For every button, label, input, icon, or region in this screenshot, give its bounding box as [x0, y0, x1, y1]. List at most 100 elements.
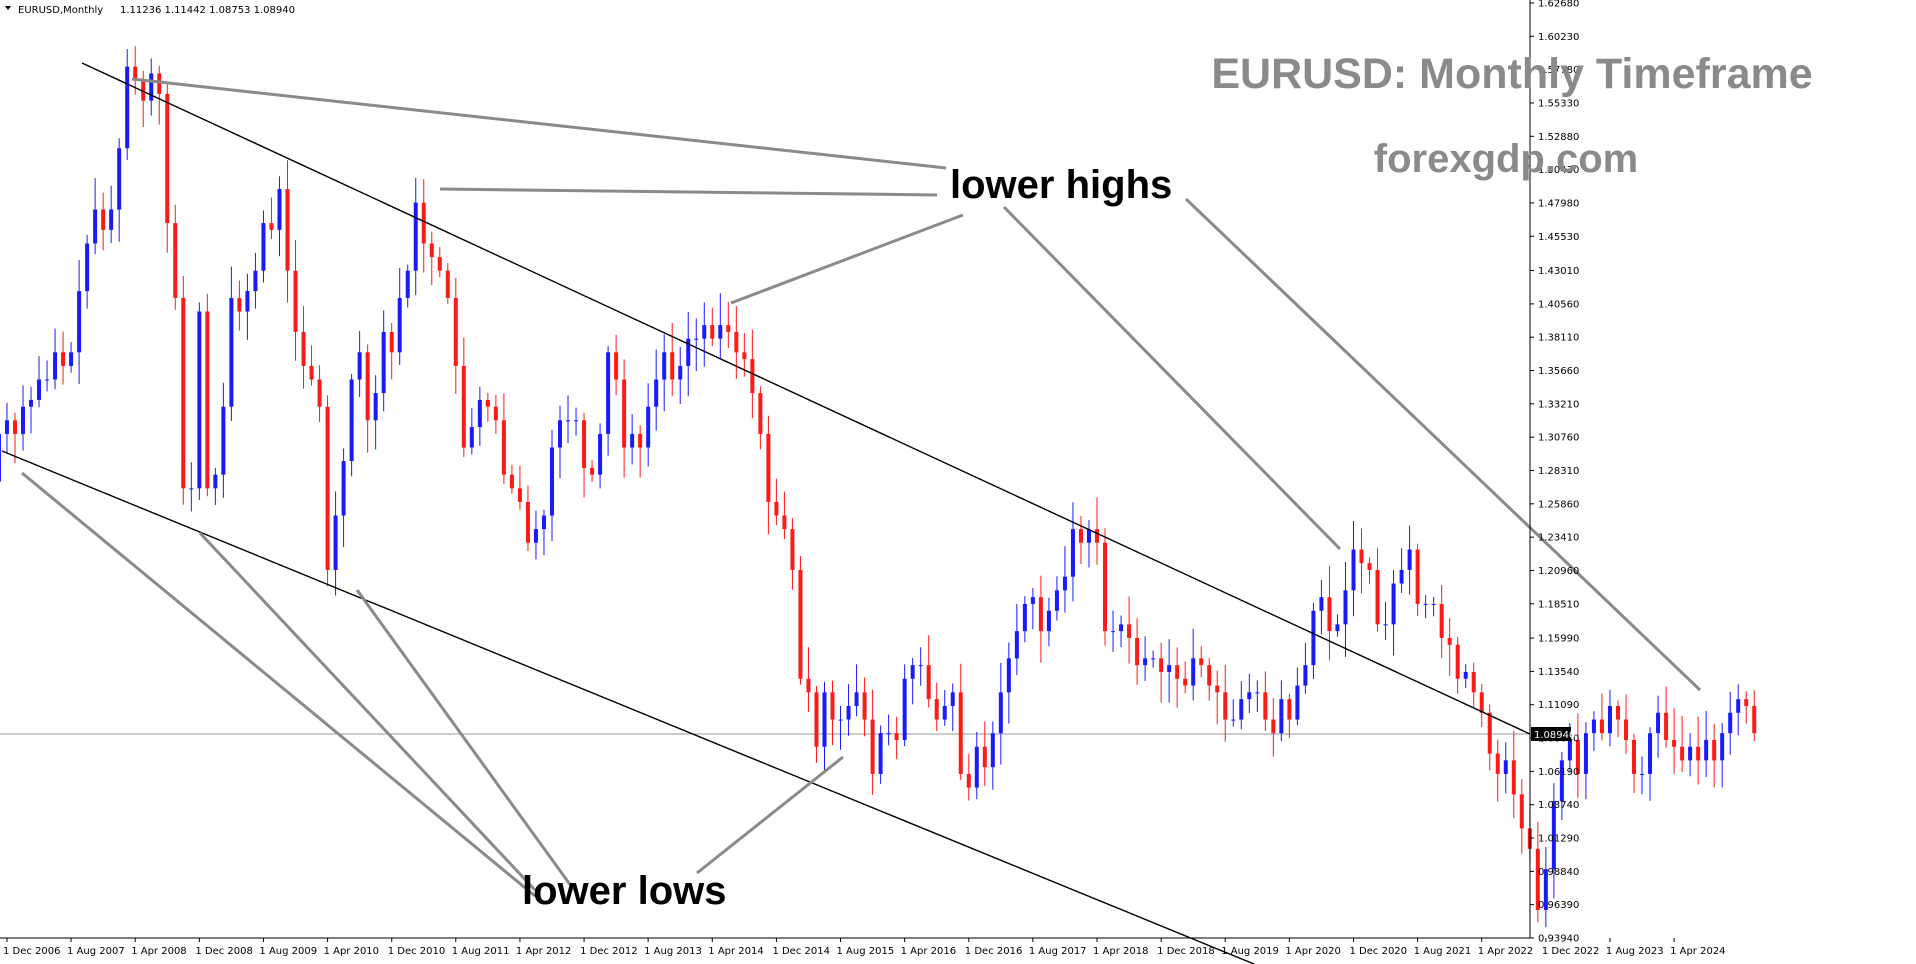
candle-bearish[interactable]	[1712, 739, 1717, 761]
candle-bearish[interactable]	[461, 365, 466, 448]
candle-bearish[interactable]	[165, 93, 170, 224]
candle-bearish[interactable]	[798, 569, 803, 679]
candle-bullish[interactable]	[1046, 610, 1051, 632]
candle-bullish[interactable]	[1151, 658, 1156, 660]
candle-bullish[interactable]	[1143, 658, 1148, 666]
candle-bullish[interactable]	[1607, 705, 1612, 734]
candle-bearish[interactable]	[365, 352, 370, 421]
candle-bullish[interactable]	[1311, 610, 1316, 666]
candle-bearish[interactable]	[622, 379, 627, 448]
candle-bullish[interactable]	[1351, 549, 1356, 591]
candle-bullish[interactable]	[1567, 739, 1572, 761]
candle-bearish[interactable]	[758, 393, 763, 434]
candle-bearish[interactable]	[1263, 692, 1268, 720]
candle-bullish[interactable]	[1736, 699, 1741, 713]
candle-bullish[interactable]	[1231, 719, 1236, 721]
upper-trendline[interactable]	[81, 62, 1531, 735]
candle-bearish[interactable]	[614, 352, 619, 380]
candle-bearish[interactable]	[590, 467, 595, 475]
candle-bullish[interactable]	[0, 433, 1, 482]
candle-bearish[interactable]	[309, 365, 314, 380]
candle-bearish[interactable]	[269, 223, 274, 230]
candle-bearish[interactable]	[1519, 794, 1524, 829]
candle-bearish[interactable]	[1078, 529, 1083, 543]
candle-bullish[interactable]	[469, 427, 474, 448]
candle-bearish[interactable]	[1175, 665, 1180, 679]
candle-bullish[interactable]	[1656, 712, 1661, 734]
candle-bullish[interactable]	[45, 379, 50, 381]
candle-bullish[interactable]	[333, 515, 338, 570]
candle-bearish[interactable]	[958, 692, 963, 774]
candle-bearish[interactable]	[1495, 753, 1500, 774]
candle-bearish[interactable]	[1223, 692, 1228, 720]
candle-bearish[interactable]	[509, 474, 514, 489]
candle-bearish[interactable]	[1375, 569, 1380, 625]
candle-bearish[interactable]	[1672, 739, 1677, 747]
candle-bearish[interactable]	[966, 773, 971, 788]
candle-bullish[interactable]	[678, 365, 683, 380]
candle-bearish[interactable]	[1471, 671, 1476, 693]
candle-bullish[interactable]	[1583, 733, 1588, 774]
candle-bullish[interactable]	[1255, 692, 1260, 694]
candle-bullish[interactable]	[541, 515, 546, 530]
candle-bearish[interactable]	[894, 733, 899, 740]
candle-bullish[interactable]	[838, 719, 843, 721]
candle-bullish[interactable]	[1720, 733, 1725, 761]
candle-bearish[interactable]	[61, 352, 66, 366]
candle-bullish[interactable]	[1391, 583, 1396, 625]
candle-bullish[interactable]	[1591, 719, 1596, 734]
candle-bearish[interactable]	[429, 243, 434, 258]
candle-bullish[interactable]	[221, 406, 226, 475]
candle-bullish[interactable]	[886, 733, 891, 735]
dropdown-triangle-icon[interactable]	[5, 6, 11, 10]
candle-bullish[interactable]	[1062, 576, 1067, 591]
candle-bullish[interactable]	[1551, 801, 1556, 870]
candle-bullish[interactable]	[405, 270, 410, 298]
candle-bearish[interactable]	[1487, 712, 1492, 754]
candle-bullish[interactable]	[381, 331, 386, 394]
candle-bearish[interactable]	[774, 501, 779, 516]
candle-bullish[interactable]	[598, 433, 603, 475]
candle-bullish[interactable]	[654, 379, 659, 407]
candle-bullish[interactable]	[1335, 624, 1340, 632]
candle-bearish[interactable]	[734, 331, 739, 353]
candle-bullish[interactable]	[918, 665, 923, 667]
candle-bearish[interactable]	[670, 352, 675, 380]
candle-bearish[interactable]	[437, 257, 442, 271]
candle-bullish[interactable]	[1022, 603, 1027, 632]
candle-bullish[interactable]	[197, 311, 202, 489]
candle-bullish[interactable]	[125, 66, 130, 149]
candle-bearish[interactable]	[325, 406, 330, 570]
candle-bearish[interactable]	[926, 665, 931, 700]
candle-bullish[interactable]	[1295, 685, 1300, 720]
candle-bullish[interactable]	[1054, 590, 1059, 611]
candle-bearish[interactable]	[317, 379, 322, 407]
candle-bearish[interactable]	[830, 692, 835, 720]
candle-bullish[interactable]	[1070, 529, 1075, 577]
candle-bearish[interactable]	[301, 331, 306, 366]
candle-bearish[interactable]	[1159, 658, 1164, 672]
candle-bullish[interactable]	[646, 406, 651, 448]
candle-bullish[interactable]	[85, 243, 90, 292]
candle-bullish[interactable]	[1279, 699, 1284, 734]
candle-bullish[interactable]	[942, 705, 947, 720]
candle-bearish[interactable]	[485, 399, 490, 407]
candle-bullish[interactable]	[117, 148, 122, 210]
candle-bearish[interactable]	[1127, 624, 1132, 638]
candle-bearish[interactable]	[806, 678, 811, 693]
candle-bullish[interactable]	[1247, 692, 1252, 700]
candle-bullish[interactable]	[902, 678, 907, 740]
candle-bullish[interactable]	[558, 420, 563, 448]
candle-bullish[interactable]	[686, 338, 691, 366]
candle-bullish[interactable]	[1030, 597, 1035, 604]
candle-bearish[interactable]	[1359, 549, 1364, 564]
candle-bearish[interactable]	[293, 270, 298, 332]
candle-bullish[interactable]	[109, 209, 114, 230]
candle-bullish[interactable]	[1014, 631, 1019, 659]
candle-bearish[interactable]	[1199, 658, 1204, 666]
candle-bullish[interactable]	[702, 325, 707, 339]
candle-bearish[interactable]	[1623, 719, 1628, 740]
candle-bearish[interactable]	[1415, 549, 1420, 604]
